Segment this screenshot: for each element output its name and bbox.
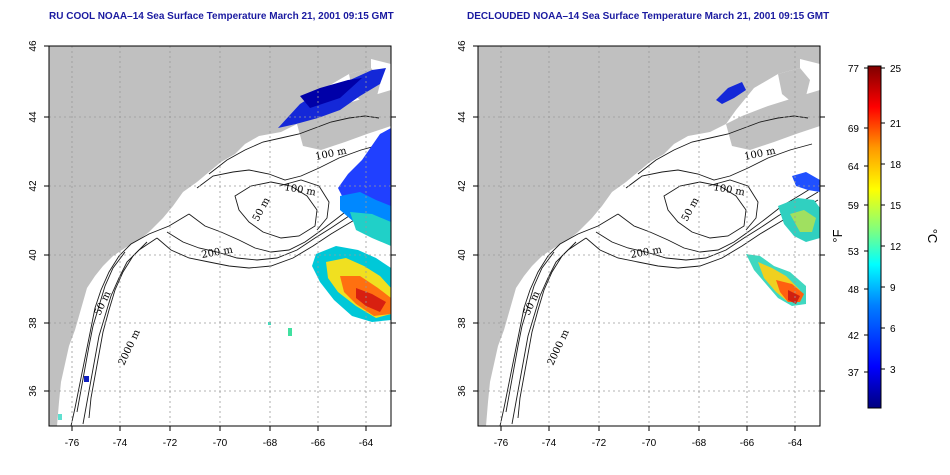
right-y-tick-label: 40 [457,249,468,261]
colorbar-gradient [867,65,882,409]
left-x-tick-label: -74 [113,438,128,449]
right-y-tick-label: 36 [457,385,468,397]
colorbar-f-tick: 64 [848,162,860,173]
colorbar-c-tick: 15 [890,201,902,212]
right-x-tick-label: -66 [740,438,755,449]
left-x-tick-label: -68 [263,438,278,449]
left-sst-patches [58,68,391,420]
colorbar-f-tick: 59 [848,201,860,212]
colorbar-c-tick: 9 [890,283,896,294]
left-map: 100 m 100 m 50 m 200 m 50 m 2000 m -76 -… [28,40,396,449]
colorbar-f-tick: 48 [848,285,860,296]
colorbar-f-tick: 42 [848,331,860,342]
right-sst-patches [716,82,820,306]
left-y-tick-label: 40 [28,249,39,261]
left-y-tick-label: 42 [28,180,39,192]
right-y-tick-label: 42 [457,180,468,192]
left-x-tick-label: -70 [213,438,228,449]
left-y-tick-label: 46 [28,40,39,52]
right-x-tick-label: -76 [494,438,509,449]
temperature-colorbar: 77 69 64 59 53 48 42 37 25 21 18 15 12 9… [830,64,940,409]
right-x-tick-label: -70 [642,438,657,449]
left-y-tick-label: 38 [28,317,39,329]
left-x-tick-label: -64 [359,438,374,449]
left-map-title: RU COOL NOAA–14 Sea Surface Temperature … [49,11,394,22]
colorbar-f-tick: 77 [848,64,860,75]
right-x-tick-label: -64 [788,438,803,449]
right-x-tick-label: -72 [592,438,607,449]
right-map: 100 m 100 m 50 m 200 m 50 m 2000 m -76 -… [457,40,825,449]
colorbar-c-tick: 25 [890,64,902,75]
colorbar-c-tick: 12 [890,242,902,253]
left-x-tick-label: -66 [311,438,326,449]
left-y-tick-label: 36 [28,385,39,397]
right-y-tick-label: 46 [457,40,468,52]
left-x-tick-label: -72 [163,438,178,449]
colorbar-f-tick: 53 [848,247,860,258]
right-map-title: DECLOUDED NOAA–14 Sea Surface Temperatur… [467,11,830,22]
right-y-tick-label: 38 [457,317,468,329]
colorbar-celsius-unit: °C [925,229,940,244]
right-map-grid [478,46,820,426]
right-y-tick-label: 44 [457,111,468,123]
left-x-tick-label: -76 [65,438,80,449]
right-x-tick-label: -68 [692,438,707,449]
colorbar-f-tick: 69 [848,124,860,135]
colorbar-c-tick: 6 [890,324,896,335]
colorbar-fahrenheit-unit: °F [830,229,845,242]
left-y-tick-label: 44 [28,111,39,123]
right-x-tick-label: -74 [542,438,557,449]
colorbar-c-tick: 3 [890,365,896,376]
colorbar-c-tick: 21 [890,119,902,130]
colorbar-f-tick: 37 [848,368,860,379]
colorbar-c-tick: 18 [890,160,902,171]
left-map-grid [49,46,391,426]
